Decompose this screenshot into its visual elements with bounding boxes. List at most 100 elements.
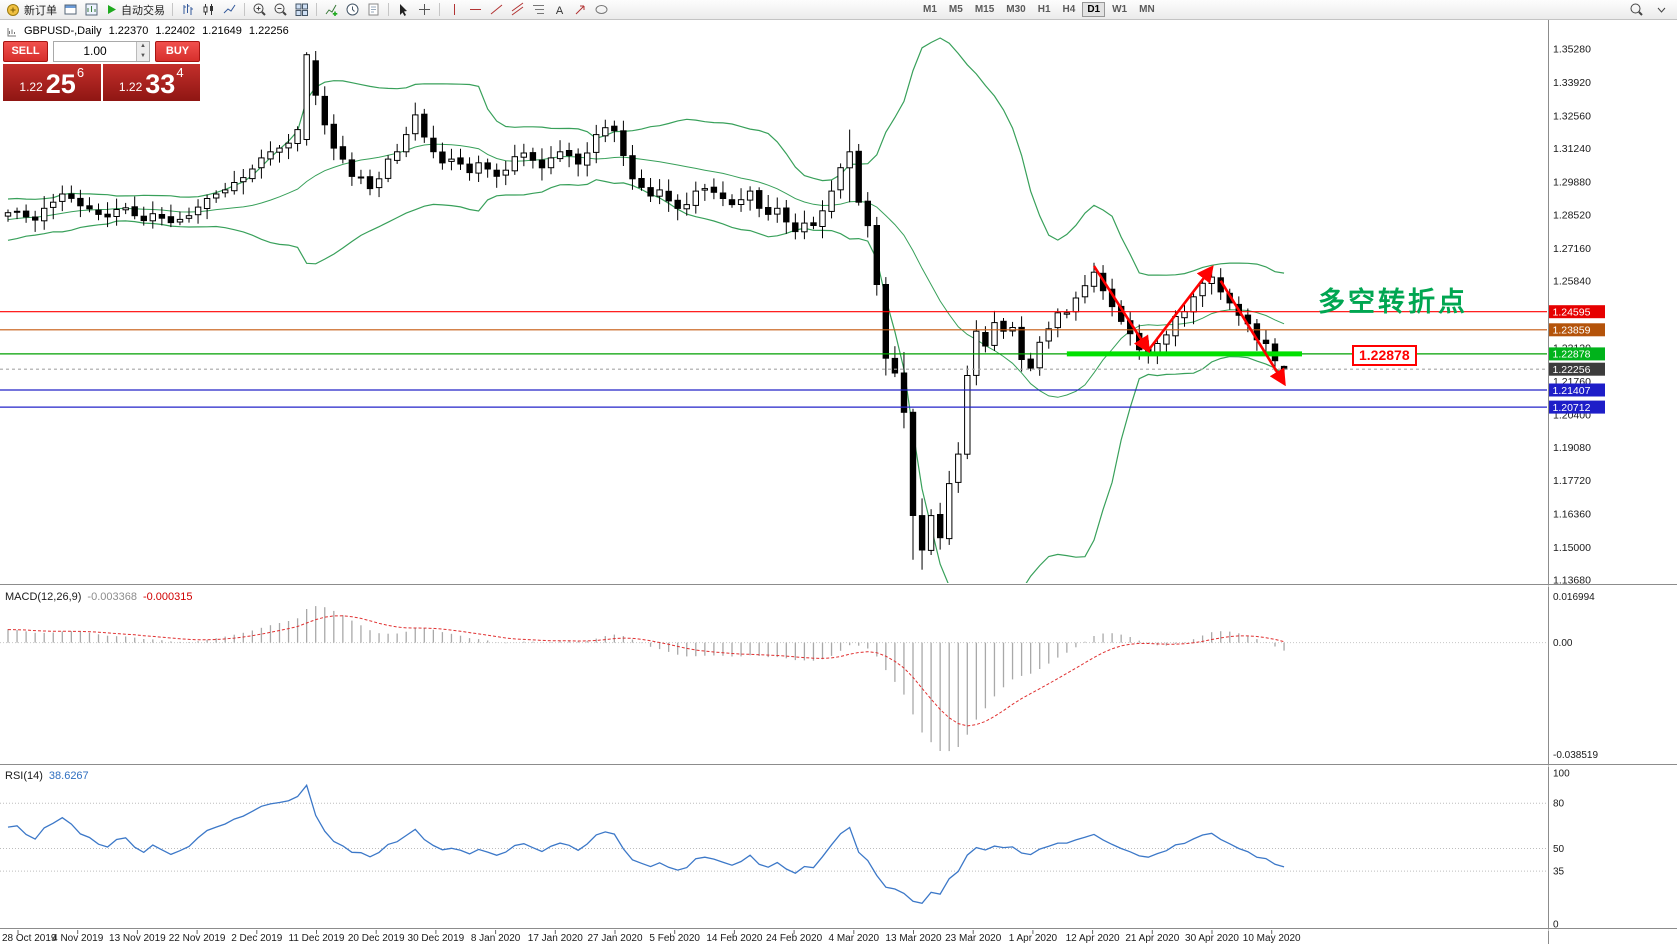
date-label: 8 Jan 2020 [471, 933, 521, 944]
channel-button[interactable] [507, 1, 528, 18]
search-button[interactable] [1626, 1, 1647, 18]
price-tick-label: 1.29880 [1553, 176, 1591, 188]
sell-price-display[interactable]: 1.22 25 6 [3, 64, 101, 101]
buy-button[interactable]: BUY [155, 41, 200, 62]
autotrading-label: 自动交易 [121, 4, 165, 17]
timeframe-m30-button[interactable]: M30 [1001, 2, 1030, 17]
rsi-panel [0, 783, 1547, 905]
price-tick-label: 1.32560 [1553, 110, 1591, 122]
date-label: 10 May 2020 [1243, 933, 1301, 944]
volume-input[interactable]: 1.00 [83, 44, 107, 58]
rsi-value: 38.6267 [48, 770, 89, 782]
macd-value: -0.003368 [87, 591, 137, 603]
sell-button[interactable]: SELL [3, 41, 48, 62]
bar-chart-type-button[interactable] [177, 1, 198, 18]
vertical-line-button[interactable] [444, 1, 465, 18]
symbols-icon [64, 4, 77, 15]
date-label: 17 Jan 2020 [528, 933, 583, 944]
timeframe-d1-button[interactable]: D1 [1082, 2, 1106, 17]
crosshair-button[interactable] [414, 1, 435, 18]
text-button[interactable]: A [549, 1, 570, 18]
channel-icon [511, 2, 524, 16]
indicators-button[interactable] [321, 1, 342, 18]
candles-layer [4, 51, 1288, 570]
horizontal-line-button[interactable] [465, 1, 486, 18]
macd-signal-value: -0.000315 [142, 591, 193, 603]
support-price-tag[interactable]: 1.22878 [1352, 345, 1417, 366]
clock-icon [346, 3, 359, 16]
rsi-label: RSI(14) 38.6267 [5, 770, 89, 782]
price-badge-1.23859 [1549, 323, 1605, 337]
timeframe-m15-button[interactable]: M15 [970, 2, 999, 17]
trendline-button[interactable] [486, 1, 507, 18]
candlestick-type-button[interactable] [198, 1, 219, 18]
timeframe-m1-button[interactable]: M1 [918, 2, 942, 17]
search-icon [1630, 3, 1643, 16]
date-label: 30 Apr 2020 [1185, 933, 1239, 944]
date-label: 1 Apr 2020 [1009, 933, 1058, 944]
new-order-icon [7, 4, 19, 16]
new-order-button[interactable]: 新订单 [3, 1, 60, 18]
annotation-text[interactable]: 多空转折点 [1318, 287, 1468, 317]
zoom-in-button[interactable] [249, 1, 270, 18]
timeframe-h4-button[interactable]: H4 [1058, 2, 1081, 17]
trend-arrow-3[interactable] [1219, 280, 1286, 387]
price-badge-1.22256 [1549, 362, 1605, 376]
date-label: 27 Jan 2020 [587, 933, 642, 944]
cursor-button[interactable] [393, 1, 414, 18]
price-tick-label: 1.27160 [1553, 243, 1591, 255]
date-label: 5 Feb 2020 [649, 933, 700, 944]
separator [388, 3, 389, 16]
new-order-label: 新订单 [24, 4, 57, 17]
timeframe-w1-button[interactable]: W1 [1107, 2, 1132, 17]
price-badge-1.20712 [1549, 400, 1605, 414]
macd-axis-zero: 0.00 [1553, 638, 1573, 649]
bollinger-upper-band [7, 37, 1285, 276]
buy-price-prefix: 1.22 [118, 80, 143, 94]
zoom-out-button[interactable] [270, 1, 291, 18]
symbols-button[interactable] [60, 1, 81, 18]
price-tick-label: 1.35280 [1553, 44, 1591, 56]
toolbar-right-group [1626, 1, 1672, 18]
trend-arrow-2[interactable] [1147, 265, 1214, 352]
sell-price-prefix: 1.22 [19, 80, 43, 94]
line-chart-type-button[interactable] [219, 1, 240, 18]
trend-arrow-1[interactable] [1092, 265, 1151, 354]
date-label: 2 Dec 2019 [231, 933, 283, 944]
timeframe-mn-button[interactable]: MN [1134, 2, 1160, 17]
price-tick-label: 1.31240 [1553, 143, 1591, 155]
price-axis-area [1548, 19, 1677, 944]
date-label: 4 Mar 2020 [829, 933, 880, 944]
date-label: 14 Feb 2020 [706, 933, 763, 944]
bar-chart-icon [183, 4, 193, 15]
date-label: 12 Apr 2020 [1066, 933, 1120, 944]
volume-up-button[interactable]: ▲ [136, 42, 149, 52]
periods-button[interactable] [342, 1, 363, 18]
date-label: 13 Mar 2020 [885, 933, 942, 944]
price-badge-label: 1.22878 [1553, 349, 1591, 361]
text-icon: A [556, 5, 564, 17]
date-label: 30 Dec 2019 [408, 933, 465, 944]
autotrading-button[interactable]: 自动交易 [102, 1, 168, 18]
fibonacci-button[interactable] [528, 1, 549, 18]
low-value: 1.21649 [202, 25, 242, 37]
arrow-tool-button[interactable] [570, 1, 591, 18]
buy-price-display[interactable]: 1.22 33 4 [102, 64, 200, 101]
timeframe-m5-button[interactable]: M5 [944, 2, 968, 17]
market-depth-button[interactable] [81, 1, 102, 18]
shapes-icon [595, 5, 608, 14]
toolbar-options-button[interactable] [1651, 1, 1672, 18]
crosshair-icon [419, 4, 430, 15]
tile-windows-button[interactable] [291, 1, 312, 18]
timeframe-h1-button[interactable]: H1 [1033, 2, 1056, 17]
price-tick-label: 1.17720 [1553, 475, 1591, 487]
zoom-out-icon [274, 3, 287, 16]
price-tick-label: 1.33920 [1553, 77, 1591, 89]
price-badge-label: 1.24595 [1553, 307, 1591, 319]
shapes-button[interactable] [591, 1, 612, 18]
main-plot-area [4, 37, 1288, 583]
templates-button[interactable] [363, 1, 384, 18]
date-label: 20 Dec 2019 [348, 933, 405, 944]
volume-down-button[interactable]: ▼ [136, 51, 149, 61]
